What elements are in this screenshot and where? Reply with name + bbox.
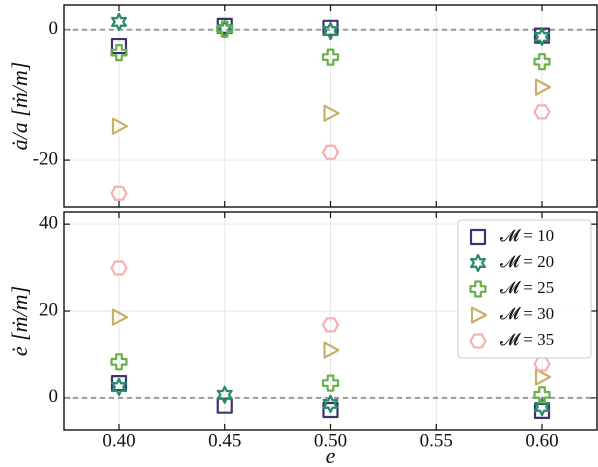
- marker: [533, 53, 551, 71]
- marker: [110, 185, 128, 201]
- legend-label: 𝓜 = 35: [500, 330, 554, 349]
- x-tick-label: 0.60: [525, 430, 558, 451]
- x-tick-label: 0.40: [102, 430, 135, 451]
- marker: [322, 394, 339, 413]
- marker: [216, 385, 233, 404]
- plot-frame: [63, 4, 598, 208]
- y-tick-label: 40: [39, 213, 58, 234]
- marker: [533, 397, 551, 417]
- marker: [533, 27, 551, 47]
- marker: [321, 48, 340, 66]
- marker: [533, 386, 551, 404]
- legend-box: [457, 219, 592, 359]
- legend-label: 𝓜 = 25: [500, 278, 554, 297]
- x-tick-label: 0.45: [208, 430, 241, 451]
- marker: [216, 20, 234, 38]
- marker: [321, 317, 340, 333]
- y-tick-label: 20: [39, 299, 58, 320]
- marker: [111, 117, 129, 135]
- legend-marker: [470, 253, 486, 273]
- y-axis-label: ȧ/a [ṁ/m]: [7, 62, 32, 151]
- legend-label: 𝓜 = 30: [500, 304, 554, 323]
- marker: [216, 397, 233, 414]
- legend: 𝓜 = 10 𝓜 = 20 𝓜 = 25 𝓜 = 30 𝓜 = 35: [457, 219, 592, 359]
- marker: [110, 12, 128, 31]
- marker: [110, 377, 128, 397]
- legend-label: 𝓜 = 20: [500, 252, 554, 271]
- y-tick-label: -20: [33, 148, 58, 169]
- y-tick-label: 0: [49, 18, 59, 39]
- marker: [110, 37, 128, 55]
- y-axis-label: ė [ṁ/m]: [7, 286, 32, 356]
- marker: [533, 104, 551, 120]
- marker: [534, 78, 552, 96]
- marker: [111, 308, 129, 326]
- marker: [321, 144, 340, 160]
- plot-frame: [63, 211, 598, 431]
- y-tick-label: 0: [49, 386, 59, 407]
- marker: [322, 22, 339, 41]
- legend-marker: [470, 306, 488, 324]
- x-tick-label: 0.55: [420, 430, 453, 451]
- marker: [321, 374, 340, 392]
- marker: [110, 260, 128, 276]
- legend-label: 𝓜 = 10: [500, 226, 554, 245]
- legend-marker: [469, 228, 487, 246]
- legend-marker: [469, 280, 487, 298]
- marker: [110, 353, 128, 371]
- marker: [534, 368, 552, 386]
- x-axis-label: e: [326, 443, 336, 467]
- marker: [110, 43, 128, 62]
- marker: [322, 401, 339, 419]
- legend-marker: [469, 333, 487, 349]
- marker: [323, 341, 340, 359]
- marker: [323, 104, 340, 122]
- x-tick-label: 0.50: [314, 430, 347, 451]
